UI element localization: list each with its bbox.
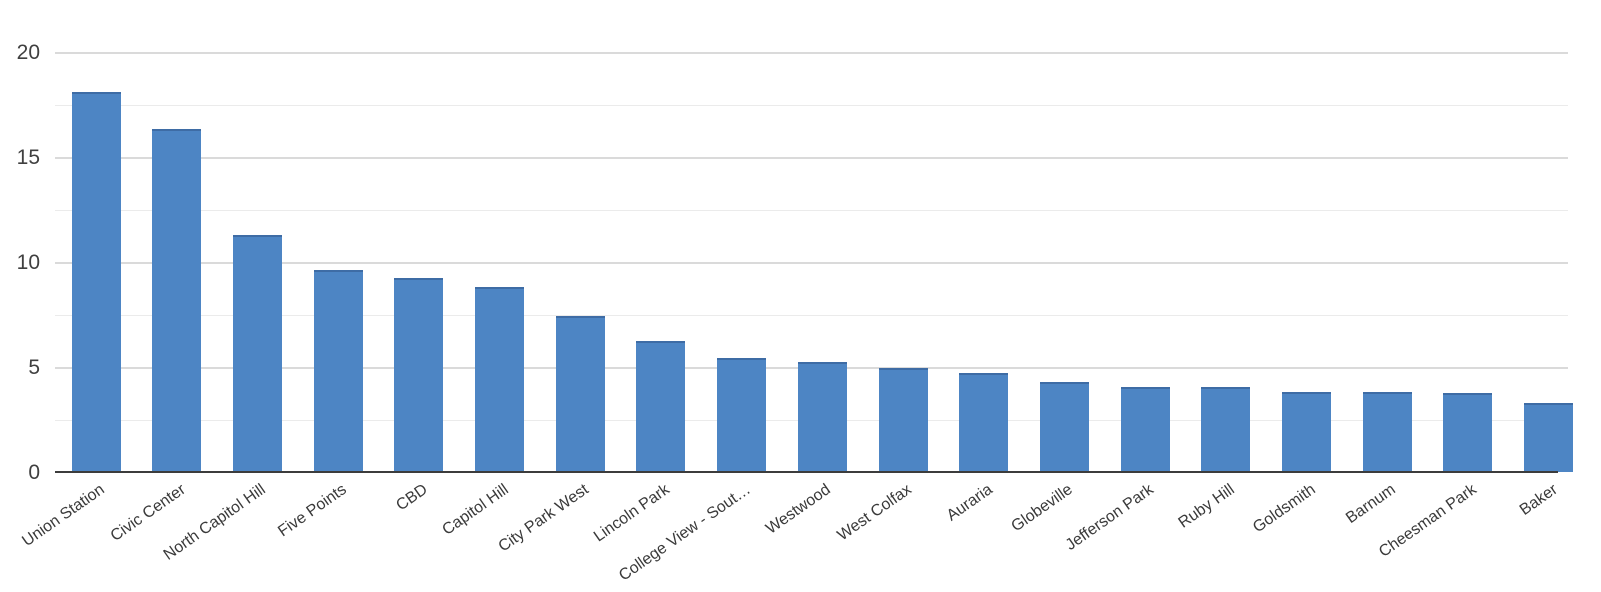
- y-axis-tick-label: 20: [16, 41, 40, 64]
- x-axis-tick-label: Five Points: [275, 481, 350, 541]
- bar-jefferson-park[interactable]: [1120, 386, 1170, 472]
- major-gridline: [55, 262, 1568, 264]
- x-axis-tick-label: West Colfax: [834, 481, 915, 545]
- x-axis-tick-label: Globeville: [1008, 481, 1077, 536]
- y-axis-tick-label: 10: [16, 251, 40, 274]
- bar-west-colfax[interactable]: [878, 368, 928, 472]
- bar-auraria[interactable]: [959, 373, 1009, 472]
- bar-barnum[interactable]: [1362, 392, 1412, 472]
- minor-gridline: [55, 209, 1568, 211]
- x-axis-tick-label: Capitol Hill: [438, 481, 512, 539]
- x-axis-tick-label: Union Station: [19, 481, 108, 551]
- x-axis-tick-label: Auraria: [943, 481, 996, 525]
- y-axis-tick-label: 15: [16, 146, 40, 169]
- minor-gridline: [55, 104, 1568, 106]
- x-axis-tick-label: Westwood: [763, 481, 835, 538]
- minor-gridline: [55, 314, 1568, 316]
- bar-college-view-sout[interactable]: [717, 357, 767, 472]
- y-axis-tick-label: 5: [28, 356, 40, 379]
- bar-baker[interactable]: [1524, 402, 1574, 472]
- bar-civic-center[interactable]: [152, 128, 202, 472]
- x-axis-line: [55, 471, 1558, 473]
- x-axis-tick-label: College View - Sout…: [615, 481, 754, 585]
- bar-globeville[interactable]: [1039, 381, 1089, 472]
- bar-lincoln-park[interactable]: [636, 340, 686, 472]
- y-axis-tick-label: 0: [28, 461, 40, 484]
- x-axis-tick-label: Barnum: [1343, 481, 1399, 528]
- bar-cbd[interactable]: [394, 277, 444, 472]
- bar-union-station[interactable]: [71, 91, 121, 472]
- x-axis-tick-label: Goldsmith: [1249, 481, 1319, 537]
- major-gridline: [55, 157, 1568, 159]
- bar-five-points[interactable]: [313, 270, 363, 472]
- bar-capitol-hill[interactable]: [475, 287, 524, 472]
- bar-westwood[interactable]: [797, 361, 847, 472]
- x-axis-tick-label: Baker: [1516, 481, 1561, 519]
- bar-city-park-west[interactable]: [555, 315, 605, 472]
- x-axis-tick-label: Lincoln Park: [590, 481, 673, 546]
- x-axis-tick-label: Ruby Hill: [1175, 481, 1238, 532]
- major-gridline: [55, 52, 1568, 54]
- x-axis-tick-label: Jefferson Park: [1062, 481, 1157, 554]
- bar-ruby-hill[interactable]: [1201, 386, 1251, 472]
- bar-goldsmith[interactable]: [1282, 392, 1331, 472]
- bar-north-capitol-hill[interactable]: [232, 234, 282, 472]
- x-axis-tick-label: Civic Center: [107, 481, 189, 545]
- x-axis-tick-label: CBD: [393, 481, 431, 515]
- bar-cheesman-park[interactable]: [1443, 393, 1493, 472]
